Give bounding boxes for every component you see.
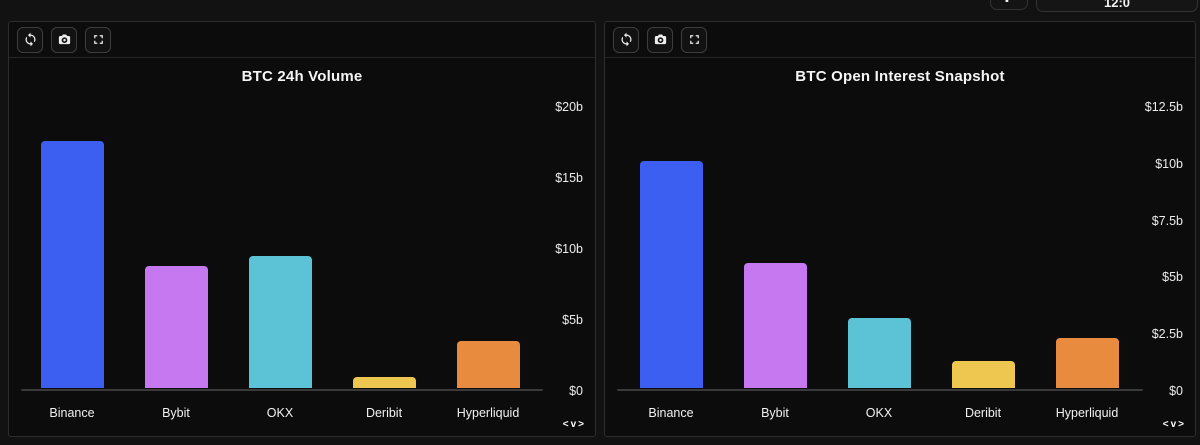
fullscreen-icon	[689, 35, 699, 44]
x-axis-label: Bybit	[761, 406, 789, 420]
y-axis-tick-label: $7.5b	[1151, 213, 1183, 228]
bar-deribit[interactable]	[951, 361, 1015, 388]
y-axis-tick-label: $2.5b	[1151, 327, 1183, 342]
fullscreen-button[interactable]	[85, 26, 111, 53]
topbar-partial-dropdown[interactable]: 12:0	[1036, 0, 1198, 12]
volume-chart-panel: BTC 24h Volume Binance Bybit OKX Deribit Hyp…	[8, 21, 596, 437]
x-axis-label: Binance	[49, 406, 95, 420]
axis-pager-control[interactable]: <v>	[562, 419, 586, 430]
y-axis-tick-label: $20b	[555, 100, 583, 114]
bar-deribit[interactable]	[352, 377, 416, 388]
x-axis-line	[21, 389, 543, 391]
clipped-icon: ▪	[1005, 0, 1009, 7]
y-axis-tick-label: $15b	[555, 171, 583, 185]
screenshot-button[interactable]	[647, 26, 673, 53]
refresh-button[interactable]	[17, 26, 43, 53]
chart-toolbar	[605, 22, 1195, 58]
bar-okx[interactable]	[248, 256, 312, 388]
x-axis-label: Hyperliquid	[1055, 406, 1119, 420]
y-axis-tick-label: $5b	[562, 313, 583, 327]
refresh-icon	[621, 32, 631, 47]
y-axis-tick-label: $0	[569, 384, 583, 398]
camera-icon	[654, 34, 666, 45]
top-bar: ▪ 12:0	[0, 0, 1200, 16]
bar-okx[interactable]	[847, 318, 911, 388]
fullscreen-icon	[93, 35, 103, 44]
plot-area: Binance Bybit OKX Deribit Hyperliquid $0 $2.5b…	[605, 22, 1195, 436]
y-axis-tick-label: $12.5b	[1144, 100, 1183, 114]
x-axis-label: Deribit	[964, 406, 1002, 420]
y-axis-tick-label: $10b	[555, 242, 583, 256]
y-axis-tick-label: $10b	[1155, 156, 1183, 171]
x-axis-label: Deribit	[365, 406, 403, 420]
y-axis-tick-label: $5b	[1162, 270, 1183, 285]
bar-hyperliquid[interactable]	[456, 341, 520, 388]
screenshot-button[interactable]	[51, 26, 77, 53]
chart-title: BTC Open Interest Snapshot	[795, 68, 1005, 85]
fullscreen-button[interactable]	[681, 26, 707, 53]
chart-toolbar	[9, 22, 595, 58]
axis-pager-control[interactable]: <v>	[1162, 419, 1186, 430]
x-axis-label: Hyperliquid	[456, 406, 520, 420]
chart-title: BTC 24h Volume	[241, 68, 363, 85]
topbar-partial-icon-button[interactable]: ▪	[990, 0, 1028, 10]
refresh-button[interactable]	[613, 26, 639, 53]
x-axis-line	[617, 389, 1143, 391]
bar-bybit[interactable]	[743, 263, 807, 388]
x-axis-label: OKX	[266, 406, 294, 420]
refresh-icon	[25, 32, 35, 47]
y-axis-tick-label: $0	[1169, 384, 1183, 398]
bar-binance[interactable]	[40, 141, 104, 388]
camera-icon	[58, 34, 70, 45]
bar-bybit[interactable]	[144, 266, 208, 388]
x-axis-label: Binance	[648, 406, 694, 420]
x-axis-label: OKX	[865, 406, 893, 420]
bar-binance[interactable]	[639, 161, 703, 388]
bar-hyperliquid[interactable]	[1055, 338, 1119, 388]
x-axis-label: Bybit	[162, 406, 190, 420]
plot-area: Binance Bybit OKX Deribit Hyperliquid $0 $5b $1…	[9, 22, 595, 436]
open-interest-chart-panel: BTC Open Interest Snapshot Binance Bybit O…	[604, 21, 1196, 437]
